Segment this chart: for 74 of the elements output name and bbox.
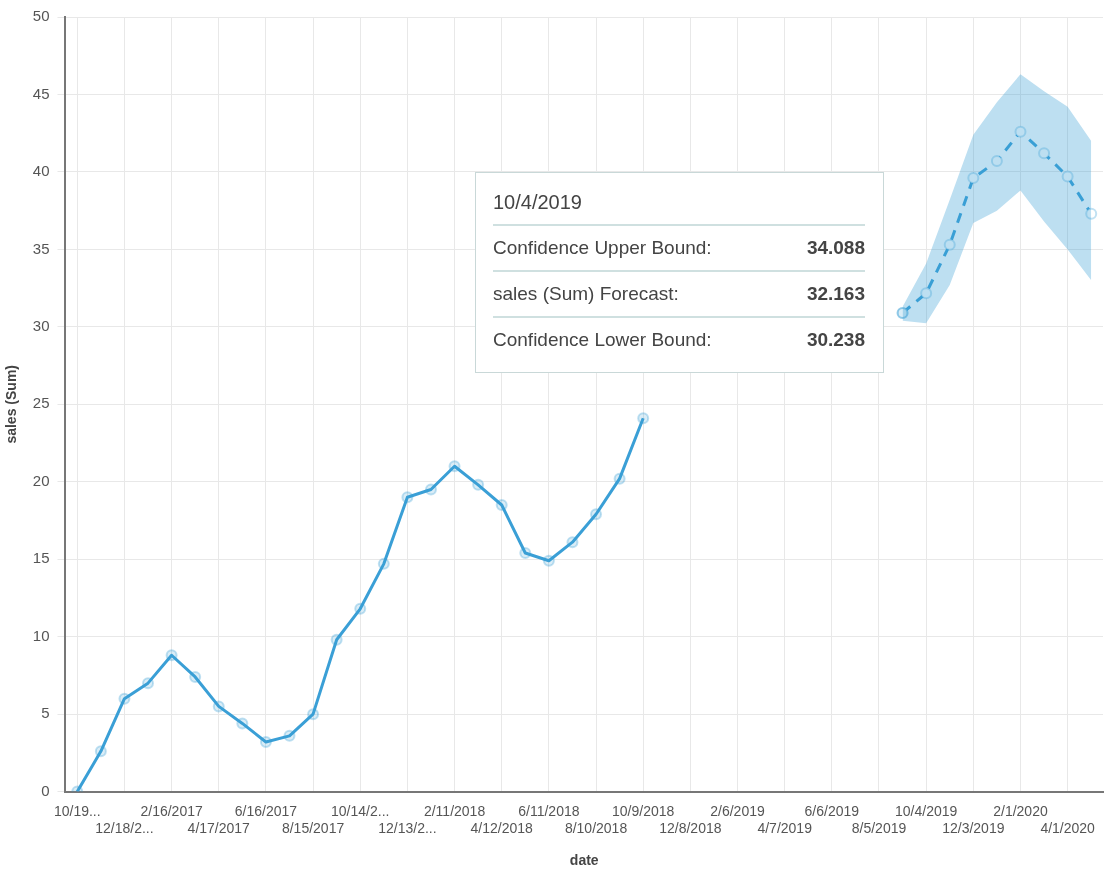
point bbox=[637, 412, 650, 425]
point bbox=[401, 491, 414, 504]
x-tick-label: 8/5/2019 bbox=[851, 819, 907, 836]
y-tick-label: 30 bbox=[32, 316, 50, 334]
point bbox=[118, 692, 131, 705]
point bbox=[165, 649, 178, 662]
x-tick-label: 10/4/2019 bbox=[895, 802, 958, 819]
x-tick-label: 8/10/2018 bbox=[564, 819, 628, 836]
point bbox=[1061, 170, 1074, 183]
point bbox=[259, 736, 272, 749]
x-tick-label: 4/17/2017 bbox=[187, 819, 251, 836]
x-tick-label: 2/6/2019 bbox=[710, 802, 765, 819]
point bbox=[920, 287, 933, 300]
point bbox=[1038, 147, 1051, 160]
y-tick-label: 45 bbox=[32, 84, 50, 102]
point bbox=[377, 557, 390, 570]
y-axis-title: sales (Sum) bbox=[3, 365, 20, 444]
point bbox=[495, 499, 508, 511]
point bbox=[189, 670, 202, 683]
point bbox=[212, 700, 225, 713]
annotation: sales (Sum) Forecast: bbox=[493, 283, 679, 305]
point bbox=[967, 172, 980, 185]
y-tick-label: 25 bbox=[32, 394, 50, 412]
x-tick-label: 12/13/2... bbox=[378, 819, 437, 836]
point bbox=[236, 717, 249, 730]
y-tick-label: 35 bbox=[32, 239, 50, 257]
y-tick-label: 40 bbox=[32, 162, 50, 180]
point bbox=[990, 155, 1003, 168]
point bbox=[590, 508, 603, 521]
point bbox=[542, 554, 555, 567]
y-tick-label: 5 bbox=[41, 704, 50, 722]
y-tick-label: 10 bbox=[32, 626, 50, 644]
x-tick-label: 4/1/2020 bbox=[1040, 819, 1096, 836]
x-tick-label: 4/7/2019 bbox=[757, 819, 813, 836]
x-tick-label: 12/18/2... bbox=[95, 819, 154, 836]
x-axis-title: date bbox=[569, 852, 599, 869]
x-tick-label: 10/19... bbox=[53, 802, 101, 819]
x-tick-label: 12/8/2018 bbox=[659, 819, 722, 836]
point bbox=[94, 745, 107, 758]
x-tick-label: 10/9/2018 bbox=[612, 802, 675, 819]
point bbox=[472, 478, 485, 491]
x-tick-label: 2/1/2020 bbox=[993, 802, 1048, 819]
point bbox=[566, 536, 579, 549]
point bbox=[519, 547, 532, 560]
annotation: 10/4/2019 bbox=[493, 185, 865, 226]
point bbox=[943, 238, 956, 251]
annotation: 34.088 bbox=[806, 237, 865, 259]
x-tick-label: 12/3/2019 bbox=[942, 819, 1005, 836]
point bbox=[448, 460, 461, 473]
x-tick-label: 10/14/2... bbox=[331, 802, 390, 819]
x-tick-label: 6/11/2018 bbox=[518, 802, 580, 819]
y-tick-label: 20 bbox=[32, 471, 50, 489]
point bbox=[1014, 125, 1027, 138]
y-tick-label: 50 bbox=[32, 7, 50, 25]
x-tick-label: 2/16/2017 bbox=[140, 802, 203, 819]
annotation: 30.238 bbox=[806, 329, 865, 351]
x-tick-label: 6/6/2019 bbox=[804, 802, 860, 819]
point bbox=[142, 677, 155, 690]
y-tick-label: 15 bbox=[32, 549, 50, 567]
point bbox=[613, 472, 626, 485]
point bbox=[1085, 207, 1098, 220]
x-tick-label: 8/15/2017 bbox=[281, 819, 345, 836]
x-tick-label: 2/11/2018 bbox=[423, 802, 486, 819]
y-tick-label: 0 bbox=[41, 781, 50, 799]
point bbox=[354, 602, 367, 615]
x-tick-label: 6/16/2017 bbox=[234, 802, 298, 819]
annotation: 32.163 bbox=[806, 283, 865, 305]
annotation: Confidence Lower Bound: bbox=[493, 329, 712, 351]
point bbox=[307, 708, 320, 721]
x-tick-label: 4/12/2018 bbox=[470, 819, 534, 836]
annotation: Confidence Upper Bound: bbox=[493, 237, 712, 259]
point bbox=[424, 483, 437, 496]
point bbox=[330, 633, 343, 646]
point bbox=[283, 729, 296, 742]
